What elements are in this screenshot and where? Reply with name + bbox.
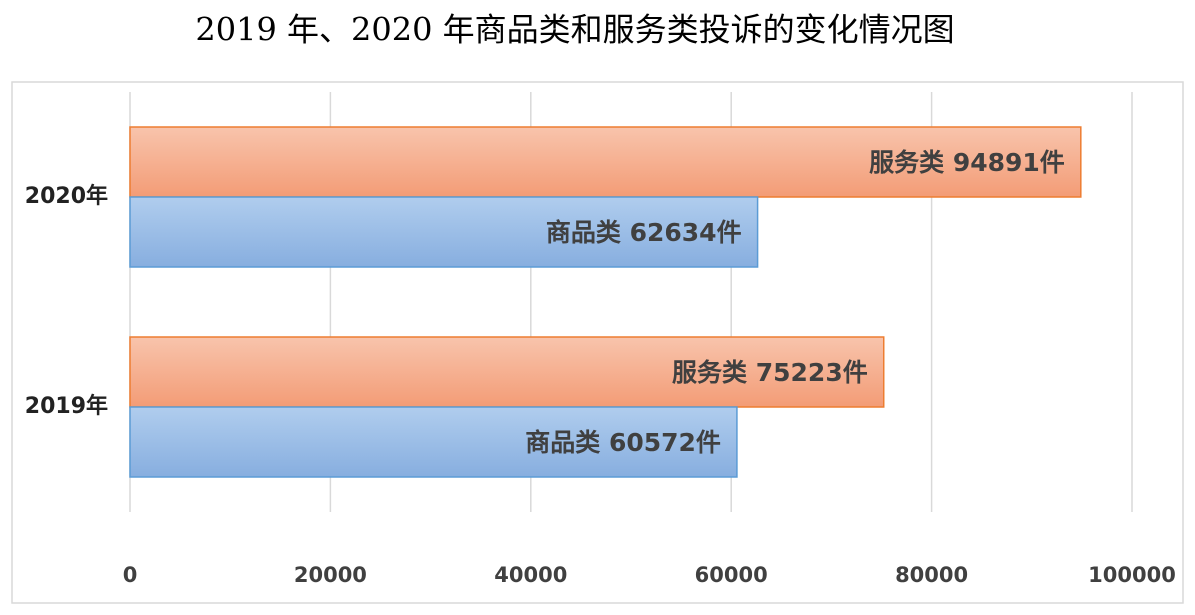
bar — [129, 406, 738, 478]
x-tick-label: 100000 — [1088, 563, 1176, 587]
value-label: 商品类 60572件 — [525, 428, 721, 457]
x-tick-label: 60000 — [695, 563, 768, 587]
bar — [129, 196, 759, 268]
x-tick-label: 80000 — [895, 563, 968, 587]
chart-title: 2019 年、2020 年商品类和服务类投诉的变化情况图 — [195, 11, 954, 49]
bar — [129, 336, 885, 408]
value-label: 商品类 62634件 — [546, 218, 742, 247]
value-label: 服务类 75223件 — [672, 358, 868, 387]
x-tick-label: 0 — [123, 563, 138, 587]
bar — [129, 126, 1082, 198]
y-tick-label: 2020年 — [25, 183, 108, 209]
value-label: 服务类 94891件 — [869, 148, 1065, 177]
x-tick-label: 20000 — [294, 563, 367, 587]
x-tick-label: 40000 — [494, 563, 567, 587]
plot-frame — [11, 81, 1184, 604]
y-tick-label: 2019年 — [25, 393, 108, 419]
